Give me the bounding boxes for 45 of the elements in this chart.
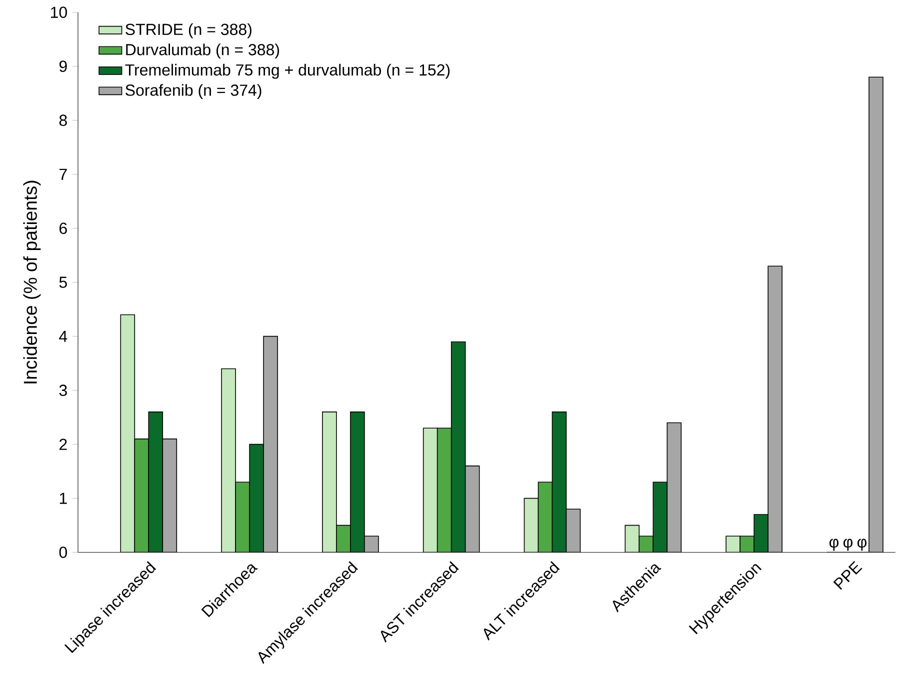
bar (162, 438, 178, 552)
y-tick-label: 4 (59, 330, 68, 342)
data-label: φ (843, 538, 852, 551)
y-tick-label: 8 (59, 114, 67, 126)
y-tick-label: 2 (59, 438, 67, 450)
y-tick-label: 9 (59, 60, 67, 72)
y-tick-label: 5 (59, 276, 67, 288)
bar (538, 482, 553, 552)
bar (464, 466, 480, 552)
bar (350, 412, 365, 552)
legend-label: STRIDE (n = 388) (126, 23, 252, 38)
bar (450, 341, 466, 552)
bar (336, 524, 351, 552)
legend-label: Sorafenib (n = 374) (126, 84, 262, 100)
y-tick-label: 3 (59, 384, 67, 396)
y-tick-label: 7 (60, 168, 67, 180)
bar (754, 514, 768, 552)
bar (249, 444, 264, 552)
y-tick-label: 10 (51, 6, 67, 18)
legend-label: Durvalumab (n = 388) (126, 44, 279, 58)
bar (148, 412, 164, 552)
bar (120, 314, 136, 552)
bar (263, 336, 278, 552)
bar (652, 482, 668, 552)
y-tick-label: 6 (60, 222, 67, 234)
bar (134, 438, 150, 552)
bar (436, 428, 452, 552)
bar (235, 482, 250, 552)
bar (666, 422, 682, 552)
bar (624, 524, 640, 552)
bar (868, 76, 884, 552)
bar (768, 266, 782, 552)
bar (422, 428, 438, 552)
y-tick-label: 1 (60, 492, 67, 504)
data-label: φ (857, 538, 866, 551)
bar (221, 368, 236, 552)
bar (524, 498, 539, 552)
data-label: φ (829, 538, 838, 551)
y-tick-label: 0 (59, 546, 67, 558)
bar (552, 412, 567, 552)
bar (566, 508, 581, 552)
bar (322, 412, 337, 552)
legend-label: Tremelimumab 75 mg + durvalumab (n = 152) (125, 64, 450, 79)
bar (638, 536, 654, 552)
y-axis-title: Incidence (% of patients) (23, 180, 41, 384)
